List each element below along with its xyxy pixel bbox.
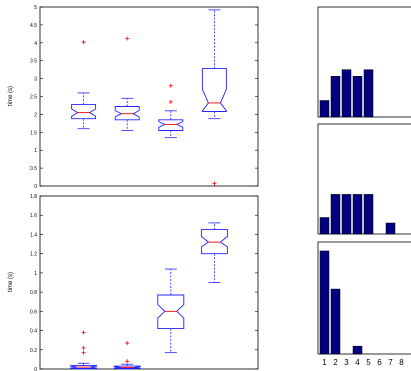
- box-1: [71, 40, 97, 130]
- y-tick-label: 1.8: [30, 194, 37, 200]
- outlier-point: [125, 359, 130, 364]
- x-tick-label: 6: [377, 358, 382, 367]
- x-tick-label: 4: [355, 358, 360, 367]
- x-tick-label: 5: [366, 358, 371, 367]
- box-body: [200, 229, 228, 255]
- outlier-point: [168, 99, 173, 104]
- box-body: [158, 119, 184, 131]
- bar: [319, 250, 330, 355]
- boxplot-bottom-ticks: 0 0.2 0.4 0.6 0.8 1 1.2 1.4 1.6 1.8: [30, 194, 258, 371]
- bar: [385, 222, 396, 235]
- box-1: [70, 330, 98, 370]
- bar: [330, 194, 341, 235]
- outlier-point: [125, 341, 130, 346]
- outlier-point: [81, 40, 86, 45]
- y-tick-label: 0.6: [30, 309, 37, 315]
- box-2: [114, 36, 140, 131]
- box-body: [71, 103, 97, 120]
- box-body: [114, 106, 140, 121]
- boxplot-top-ylabel: time (s): [8, 86, 14, 106]
- y-tick-label: 0.2: [30, 348, 37, 354]
- x-tick-label: 7: [388, 358, 393, 367]
- outlier-point: [81, 350, 86, 355]
- bar: [352, 76, 363, 118]
- y-tick-label: 1: [34, 148, 37, 154]
- boxplot-top-axes: [39, 6, 259, 187]
- bar: [330, 76, 341, 118]
- x-tick-label: 3: [344, 358, 349, 367]
- bar: [352, 345, 363, 355]
- y-tick-label: 1.5: [30, 130, 37, 136]
- box-body: [70, 365, 98, 369]
- histogram-2-bars: [319, 194, 396, 235]
- bar: [319, 100, 330, 118]
- boxplot-top-ticks: 0 0.5 1 1.5 2 2.5 3 3.5 4 4.5 5: [30, 5, 258, 190]
- histogram-1-bars: [319, 69, 374, 118]
- y-tick-label: 1: [34, 271, 37, 277]
- y-tick-label: 0: [34, 367, 37, 371]
- boxplot-bottom-ylabel: time (s): [8, 272, 14, 292]
- y-tick-label: 1.2: [30, 252, 37, 258]
- y-tick-label: 5: [34, 5, 37, 11]
- y-tick-label: 4.5: [30, 23, 37, 29]
- histogram-1: [317, 6, 411, 118]
- boxplot-top-marks: [71, 9, 227, 139]
- x-tick-label: 2: [333, 358, 338, 367]
- y-tick-label: 0.5: [30, 166, 37, 172]
- box-body: [113, 365, 141, 369]
- bar: [341, 194, 352, 235]
- box-body: [157, 294, 185, 330]
- bar: [319, 217, 330, 235]
- y-tick-label: 0.8: [30, 290, 37, 296]
- boxplot-bottom: time (s) 0 0.2 0.4 0.6 0.8 1 1.2 1.4 1.6 1.8: [8, 181, 259, 371]
- x-tick-label: 1: [322, 358, 327, 367]
- box-4: [200, 181, 228, 283]
- outlier-point: [125, 36, 130, 41]
- boxplot-top: time (s) 0 0.5 1 1.5 2 2.5 3 3.5 4 4.5 5: [8, 5, 259, 190]
- y-tick-label: 4: [34, 41, 37, 47]
- y-tick-label: 1.6: [30, 213, 37, 219]
- box-2: [113, 341, 141, 370]
- boxplot-bottom-axes: [39, 195, 259, 370]
- y-tick-label: 0.4: [30, 329, 37, 335]
- y-tick-label: 0: [34, 184, 37, 190]
- histogram-2: [317, 123, 411, 235]
- y-tick-label: 2: [34, 112, 37, 118]
- bar: [341, 69, 352, 118]
- y-tick-label: 2.5: [30, 95, 37, 101]
- bar: [352, 194, 363, 235]
- y-tick-label: 3.5: [30, 59, 37, 65]
- box-3: [157, 268, 185, 354]
- x-tick-label: 8: [399, 358, 404, 367]
- y-tick-label: 1.4: [30, 232, 37, 238]
- histogram-3-bars: [319, 250, 363, 355]
- y-tick-label: 3: [34, 77, 37, 83]
- box-body: [201, 68, 227, 112]
- bar: [363, 69, 374, 118]
- outlier-point: [81, 345, 86, 350]
- bar: [330, 288, 341, 355]
- boxplot-bottom-marks: [70, 181, 228, 370]
- box-3: [158, 83, 184, 139]
- bar: [363, 194, 374, 235]
- box-4: [201, 9, 227, 120]
- outlier-point: [168, 83, 173, 88]
- outlier-point: [212, 181, 217, 186]
- outlier-point: [81, 330, 86, 335]
